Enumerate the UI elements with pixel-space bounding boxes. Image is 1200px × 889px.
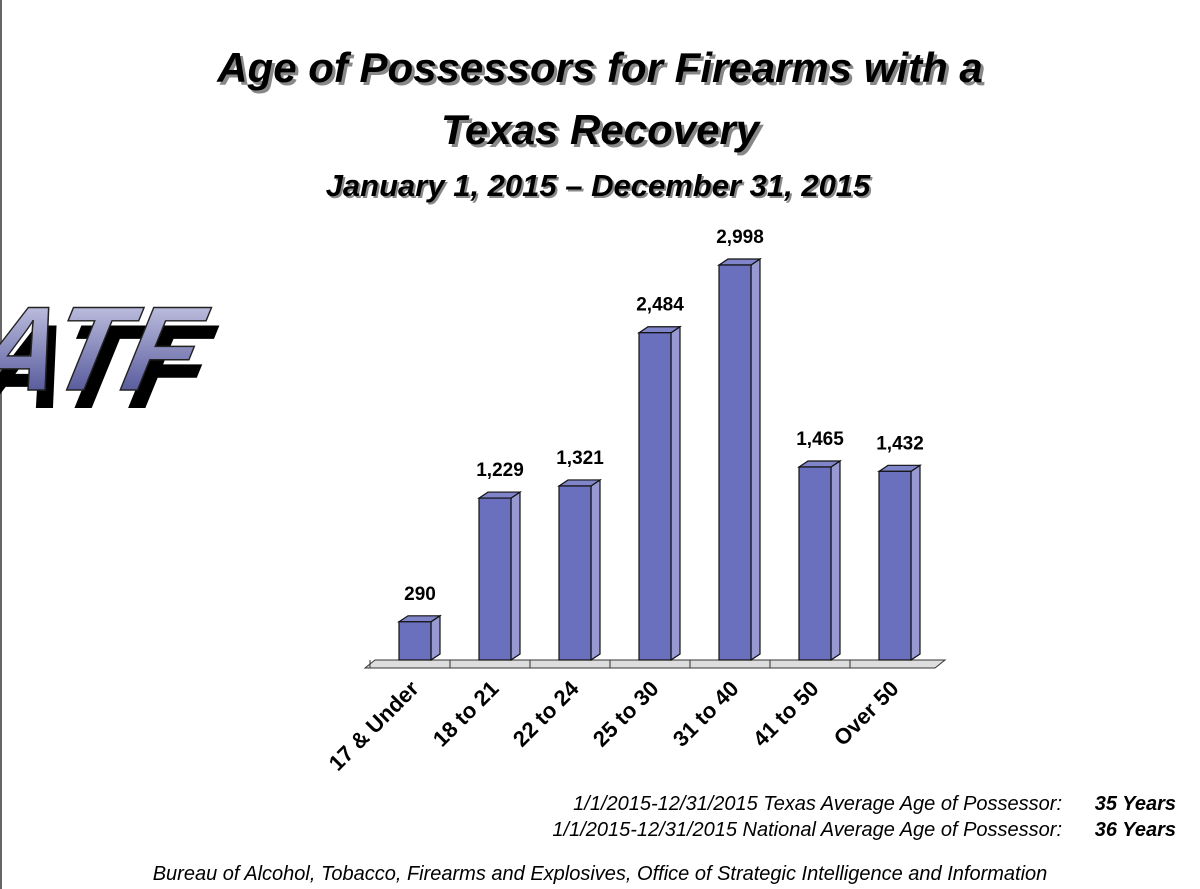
bar	[558, 485, 592, 661]
chart-title-shadow: Age of Possessors for Firearms with a	[219, 47, 986, 94]
note-value: 36 Years	[1095, 819, 1176, 841]
bar-side	[750, 257, 761, 662]
note-value: 35 Years	[1095, 793, 1176, 815]
bar	[398, 621, 432, 661]
note-label: 1/1/2015-12/31/2015 Texas Average Age of…	[573, 793, 1062, 815]
logo-shadow: ATF	[0, 299, 225, 433]
value-label: 1,432	[876, 433, 924, 454]
x-tick-label: 31 to 40	[668, 676, 744, 752]
logo: ATF	[0, 281, 217, 415]
subtitle: January 1, 2015 – December 31, 2015	[326, 168, 871, 203]
value-label: 2,998	[716, 227, 764, 248]
bar-side	[830, 459, 841, 662]
x-tick-label: 41 to 50	[748, 676, 824, 752]
value-label: 2,484	[636, 295, 684, 316]
value-label: 1,321	[556, 448, 604, 469]
bar-side	[590, 478, 601, 662]
bar	[798, 466, 832, 661]
bar	[478, 497, 512, 661]
bar-side	[670, 325, 681, 662]
bar	[878, 470, 912, 661]
chart-title: Texas Recovery	[441, 106, 762, 153]
bar-side	[910, 464, 921, 662]
x-tick-label: 22 to 24	[508, 675, 584, 751]
chart-title-shadow: Texas Recovery	[444, 109, 765, 156]
floor	[363, 659, 947, 669]
bar	[638, 332, 672, 661]
x-tick-label: 17 & Under	[324, 676, 424, 776]
bar	[718, 264, 752, 661]
x-tick-label: 25 to 30	[588, 676, 664, 752]
bar-side	[430, 614, 441, 662]
subtitle-shadow: January 1, 2015 – December 31, 2015	[328, 170, 873, 205]
note-label: 1/1/2015-12/31/2015 National Average Age…	[552, 819, 1062, 841]
value-label: 1,229	[476, 460, 524, 481]
value-label: 1,465	[796, 429, 844, 450]
x-tick-label: Over 50	[829, 676, 904, 751]
value-label: 290	[404, 584, 436, 605]
floor-plane	[363, 659, 947, 669]
x-tick-label: 18 to 21	[428, 676, 504, 752]
bar-side	[510, 490, 521, 662]
chart-title: Age of Possessors for Firearms with a	[216, 44, 983, 91]
source: Bureau of Alcohol, Tobacco, Firearms and…	[153, 863, 1048, 885]
